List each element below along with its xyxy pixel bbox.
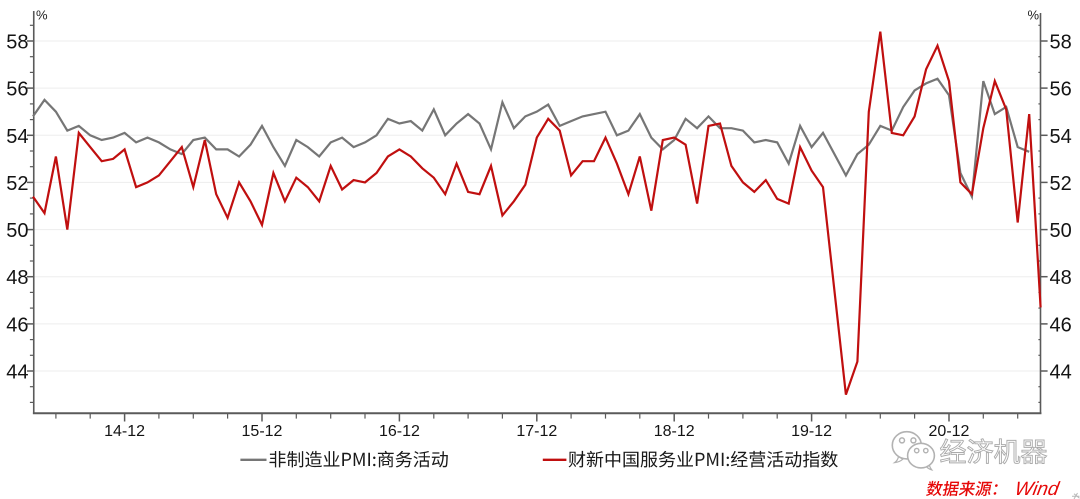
svg-text:48: 48	[6, 267, 28, 289]
svg-text:58: 58	[1050, 32, 1072, 54]
svg-text:%: %	[1027, 8, 1039, 23]
svg-text:46: 46	[6, 314, 28, 336]
svg-text:44: 44	[1050, 362, 1072, 384]
svg-text:54: 54	[1050, 126, 1072, 148]
svg-text:18-12: 18-12	[654, 423, 695, 440]
svg-text:15-12: 15-12	[242, 423, 283, 440]
svg-text:56: 56	[6, 79, 28, 101]
svg-text:52: 52	[6, 173, 28, 195]
svg-text:44: 44	[6, 362, 28, 384]
svg-text:52: 52	[1050, 173, 1072, 195]
svg-text:19-12: 19-12	[791, 423, 832, 440]
svg-text:56: 56	[1050, 79, 1072, 101]
svg-text:50: 50	[6, 220, 28, 242]
svg-text:14-12: 14-12	[104, 423, 145, 440]
svg-text:20-12: 20-12	[929, 423, 970, 440]
svg-text:17-12: 17-12	[516, 423, 557, 440]
svg-text:48: 48	[1050, 267, 1072, 289]
svg-text:%: %	[36, 8, 48, 23]
svg-text:50: 50	[1050, 220, 1072, 242]
svg-text:54: 54	[6, 126, 28, 148]
svg-text:46: 46	[1050, 314, 1072, 336]
svg-text:16-12: 16-12	[379, 423, 420, 440]
svg-text:58: 58	[6, 32, 28, 54]
